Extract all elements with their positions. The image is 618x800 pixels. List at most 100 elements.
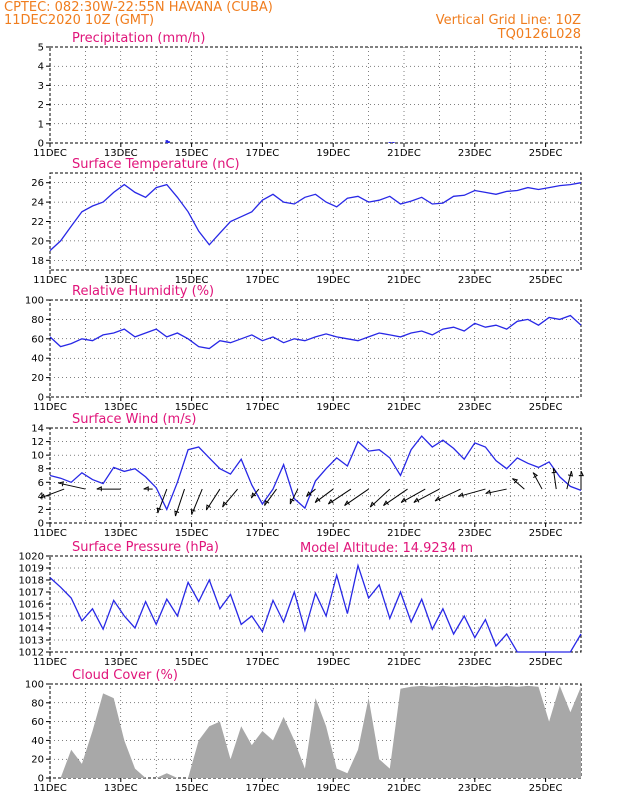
temperature-ytick-label: 20 [31, 236, 44, 247]
precipitation-ytick-label: 3 [38, 81, 44, 92]
precipitation-ytick-label: 5 [38, 43, 44, 54]
cloud-cover-xtick-label: 23DEC [458, 783, 492, 794]
cloud-cover-title: Cloud Cover (%) [72, 668, 178, 683]
wind-arrow [250, 488, 260, 499]
temperature-ytick-label: 24 [31, 198, 44, 209]
wind-arrow-head [485, 489, 491, 495]
wind-arrow [512, 478, 525, 490]
precipitation-ytick-label: 0 [38, 139, 44, 150]
precipitation-bar [392, 142, 395, 143]
wind-arrow-head [190, 508, 196, 515]
pressure-ytick-label: 1014 [19, 624, 44, 635]
humidity-frame [49, 299, 582, 398]
cloud-cover-panel: 0 20 40 60 80 100 11DEC 13DEC 15DEC 17DEC 19DEC 21D… [25, 668, 582, 794]
temperature-xtick-label: 19DEC [316, 275, 350, 286]
temperature-xtick-label: 13DEC [104, 275, 138, 286]
humidity-ytick-label: 100 [25, 296, 44, 307]
cloud-cover-xtick-label: 15DEC [175, 783, 209, 794]
wind-ytick-label: 6 [38, 478, 44, 489]
wind-arrow-head [222, 501, 228, 508]
wind-ytick-label: 0 [38, 519, 44, 530]
wind-arrow [566, 470, 572, 490]
pressure-xtick-label: 17DEC [246, 657, 280, 668]
wind-arrow [532, 472, 543, 490]
humidity-ytick-label: 20 [31, 373, 44, 384]
pressure-line [49, 563, 582, 653]
precipitation-xtick-label: 15DEC [175, 148, 209, 159]
wind-xtick-label: 17DEC [246, 528, 280, 539]
precipitation-ytick-label: 2 [38, 100, 44, 111]
cloud-cover-ytick-label: 20 [31, 755, 44, 766]
cloud-cover-ytick-label: 0 [38, 774, 44, 785]
wind-arrow-head [39, 493, 46, 499]
temperature-xtick-label: 17DEC [246, 275, 280, 286]
model-altitude-note: Model Altitude: 14.9234 m [300, 541, 473, 556]
cloud-cover-xtick-label: 21DEC [387, 783, 421, 794]
wind-arrow-head [264, 499, 270, 506]
wind-arrow-head [143, 486, 149, 492]
pressure-ytick-label: 1018 [19, 576, 44, 587]
pressure-title: Surface Pressure (hPa) [72, 540, 219, 555]
precipitation-xtick-label: 25DEC [529, 148, 563, 159]
wind-arrow-head [413, 497, 420, 503]
wind-xtick-label: 15DEC [175, 528, 209, 539]
temperature-xtick-label: 11DEC [33, 275, 67, 286]
wind-arrow-head [58, 481, 64, 487]
temperature-xtick-label: 15DEC [175, 275, 209, 286]
pressure-ytick-label: 1013 [19, 636, 44, 647]
wind-arrow-head [96, 486, 102, 492]
pressure-xtick-label: 23DEC [458, 657, 492, 668]
cloud-cover-xtick-label: 17DEC [246, 783, 280, 794]
wind-arrow [552, 468, 557, 490]
wind-arrow-head [250, 492, 257, 499]
wind-xtick-label: 13DEC [104, 528, 138, 539]
temperature-xtick-label: 25DEC [529, 275, 563, 286]
run-time-header: 11DEC2020 10Z (GMT) [4, 13, 154, 28]
wind-arrow-head [174, 510, 180, 517]
wind-ytick-label: 14 [31, 424, 44, 435]
wind-title: Surface Wind (m/s) [72, 412, 196, 427]
wind-arrow-head [458, 492, 464, 498]
wind-xtick-label: 19DEC [316, 528, 350, 539]
humidity-xtick-label: 25DEC [529, 402, 563, 413]
pressure-ytick-label: 1020 [19, 552, 44, 563]
wind-arrow-head [512, 478, 519, 484]
wind-arrow-head [156, 507, 162, 514]
pressure-xtick-label: 15DEC [175, 657, 209, 668]
precipitation-xtick-label: 23DEC [458, 148, 492, 159]
precipitation-xtick-label: 13DEC [104, 148, 138, 159]
wind-arrow [306, 488, 316, 497]
pressure-ytick-label: 1019 [19, 564, 44, 575]
humidity-xtick-label: 15DEC [175, 402, 209, 413]
wind-arrow-head [306, 491, 312, 497]
pressure-ytick-label: 1012 [19, 648, 44, 659]
wind-xtick-label: 25DEC [529, 528, 563, 539]
cloud-cover-ytick-label: 40 [31, 736, 44, 747]
humidity-ytick-label: 60 [31, 334, 44, 345]
cloud-cover-ytick-label: 80 [31, 698, 44, 709]
wind-arrow-head [289, 498, 295, 505]
wind-ytick-label: 12 [31, 437, 44, 448]
humidity-ytick-label: 0 [38, 393, 44, 404]
wind-arrow-head [205, 504, 211, 511]
wind-arrow [264, 488, 277, 506]
wind-frame [49, 427, 582, 524]
humidity-xtick-label: 11DEC [33, 402, 67, 413]
wind-arrow-head [400, 497, 407, 503]
pressure-xtick-label: 13DEC [104, 657, 138, 668]
wind-arrow [485, 488, 507, 495]
wind-arrow-head [567, 470, 574, 477]
wind-arrow-head [327, 498, 334, 505]
humidity-line [49, 314, 582, 350]
humidity-xtick-label: 17DEC [246, 402, 280, 413]
grid-line-note: Vertical Grid Line: 10Z [436, 13, 581, 28]
wind-line [49, 435, 582, 512]
temperature-panel: 18 20 22 24 26 11DEC 13DEC 15DEC 17DEC 19DEC 21DEC… [31, 157, 582, 286]
temperature-ytick-label: 26 [31, 178, 44, 189]
wind-arrow-head [578, 470, 585, 477]
pressure-ytick-label: 1017 [19, 588, 44, 599]
cloud-cover-xtick-label: 19DEC [316, 783, 350, 794]
pressure-ytick-label: 1016 [19, 600, 44, 611]
temperature-line [49, 182, 582, 252]
